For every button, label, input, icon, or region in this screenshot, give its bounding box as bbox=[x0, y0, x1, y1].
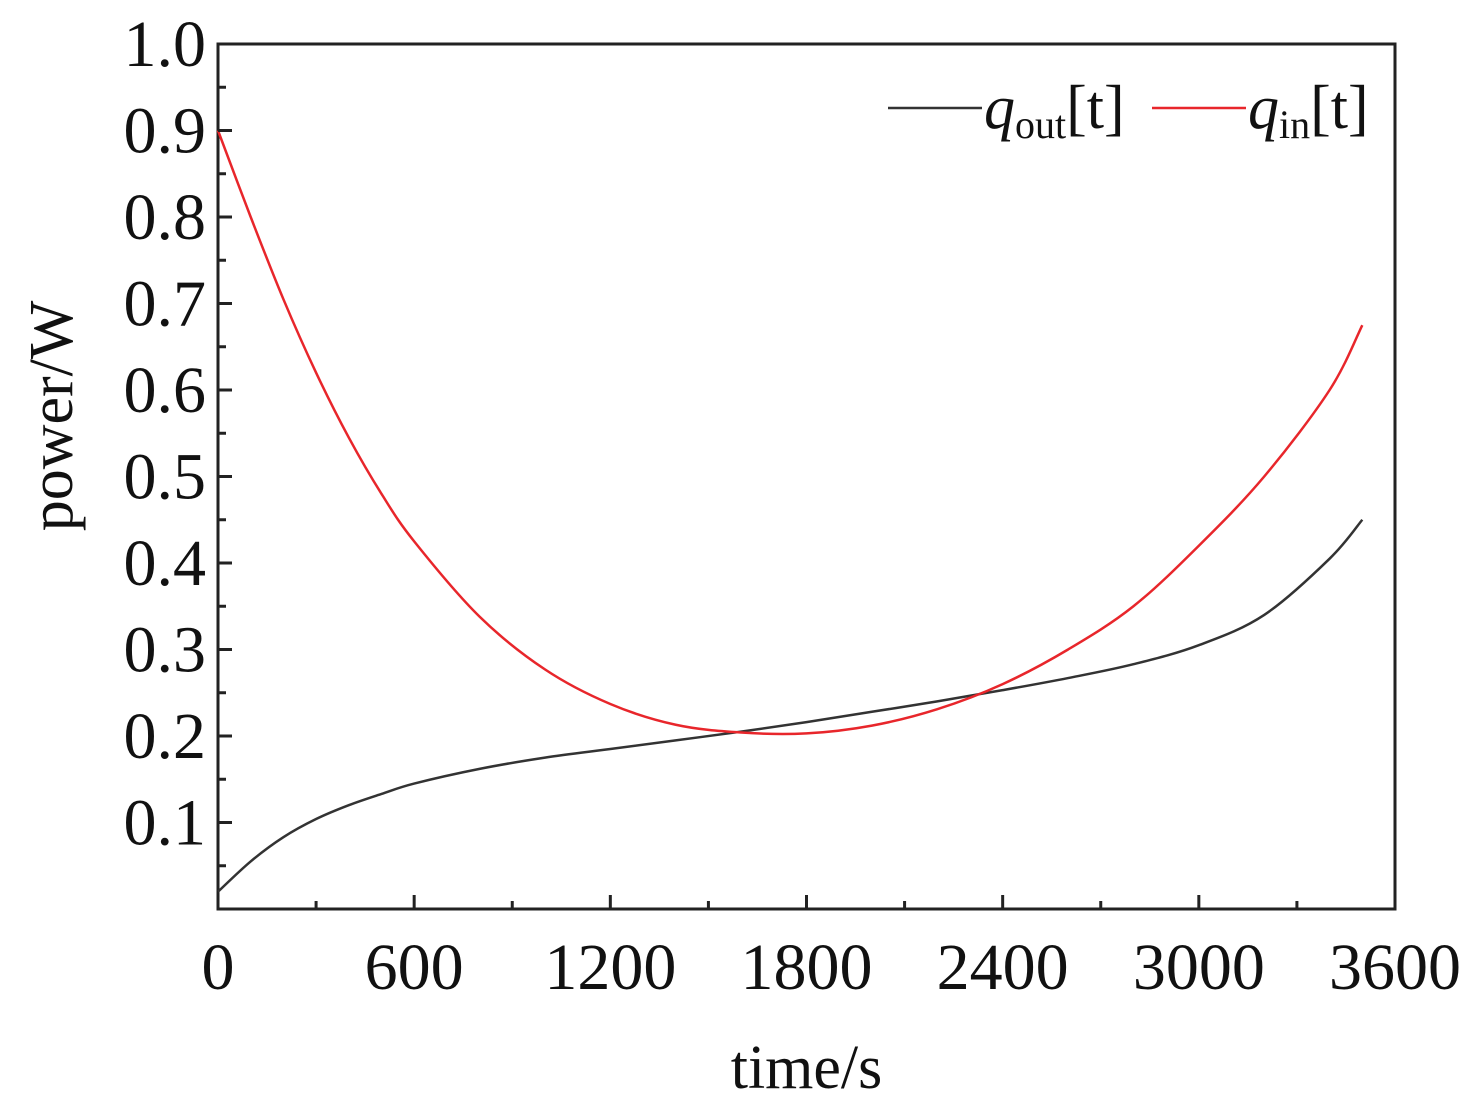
legend-label-q-out-main: q bbox=[984, 74, 1015, 142]
y-tick-label: 0.3 bbox=[124, 614, 207, 687]
y-tick-label: 0.1 bbox=[124, 787, 207, 860]
y-tick-label: 0.4 bbox=[124, 527, 207, 600]
legend-label-q-in-sub: in bbox=[1279, 102, 1310, 147]
plot-area bbox=[216, 42, 1397, 911]
legend-label-q-out: qout[t] bbox=[984, 74, 1125, 147]
series-line-q-out bbox=[217, 518, 1364, 893]
y-tick-label: 1.0 bbox=[124, 8, 207, 81]
y-tick-label: 0.2 bbox=[124, 700, 207, 773]
x-tick-label: 1200 bbox=[544, 931, 676, 1004]
y-tick-label: 0.9 bbox=[124, 95, 207, 168]
y-tick-label: 0.7 bbox=[124, 268, 207, 341]
legend: qout[t] qin[t] bbox=[888, 74, 1369, 147]
x-tick-label: 0 bbox=[202, 931, 235, 1004]
legend-label-q-out-sub: out bbox=[1015, 102, 1066, 147]
series-layer bbox=[216, 130, 1364, 893]
x-tick-label: 600 bbox=[365, 931, 464, 1004]
y-tick-label: 0.8 bbox=[124, 181, 207, 254]
y-tick-label: 0.6 bbox=[124, 354, 207, 427]
x-tick-label: 3600 bbox=[1329, 931, 1461, 1004]
x-tick-label: 3000 bbox=[1133, 931, 1265, 1004]
legend-label-q-in: qin[t] bbox=[1248, 74, 1369, 147]
plot-frame bbox=[216, 42, 1397, 911]
x-tick-label: 2400 bbox=[937, 931, 1069, 1004]
series-line-q-in bbox=[216, 130, 1364, 736]
legend-label-q-out-tail: [t] bbox=[1066, 74, 1125, 142]
y-tick-label: 0.5 bbox=[124, 441, 207, 514]
tick-labels-layer: 0 600 1200 1800 2400 3000 3600 0.1 0.2 0.3 0.4 0.5 0… bbox=[124, 8, 1462, 1004]
legend-label-q-in-main: q bbox=[1248, 74, 1279, 142]
y-axis-label: power/W bbox=[18, 300, 86, 531]
ticks-layer bbox=[216, 42, 1397, 911]
legend-label-q-in-tail: [t] bbox=[1310, 74, 1369, 142]
x-tick-label: 1800 bbox=[741, 931, 873, 1004]
x-axis-label: time/s bbox=[731, 1034, 883, 1097]
